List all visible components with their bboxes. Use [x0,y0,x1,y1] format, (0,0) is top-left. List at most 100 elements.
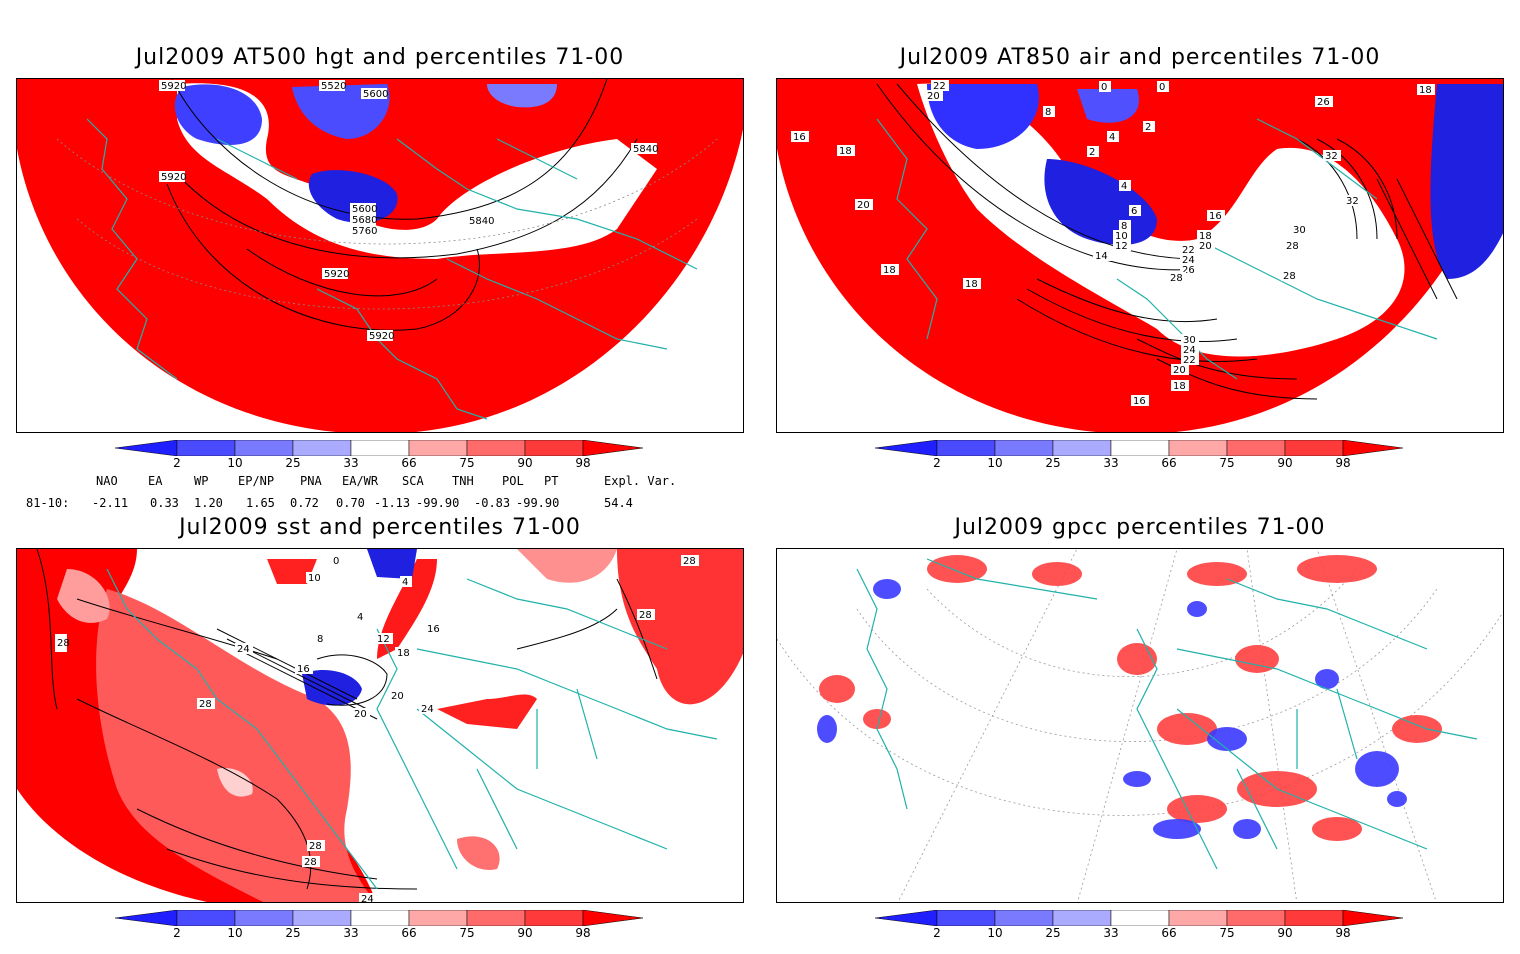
contour-label: 22 [933,81,946,92]
contour-label: 24 [237,644,250,655]
contour-label: 18 [839,146,852,157]
contour-label: 28 [309,841,322,852]
colorbar-label: 98 [1335,456,1351,470]
colorbar-swatches [875,440,1404,456]
contour-label: 2 [1089,147,1095,158]
panel-title: Jul2009 AT850 air and percentiles 71-00 [899,45,1381,70]
contour-label: 5920 [161,81,186,92]
index-value: -99.90 [416,496,460,510]
contour-label: 20 [1173,365,1186,376]
index-header: NAO [96,474,118,488]
colorbar-label: 66 [1161,456,1177,470]
contour-label: 20 [391,691,404,702]
index-header: WP [194,474,209,488]
contour-label: 20 [354,709,367,720]
contour-label: 28 [57,638,70,649]
colorbar-label: 75 [1219,926,1235,940]
contour-label: 28 [1170,273,1183,284]
contour-label: 12 [1115,241,1128,252]
contour-label: 0 [333,556,339,567]
map-hgt500: 5920 5520 5600 5840 5920 5600 5680 5760 … [17,79,743,432]
colorbar-swatches [115,440,644,456]
contour-label: 18 [883,265,896,276]
colorbar-label: 10 [987,456,1003,470]
colorbar-label: 66 [401,926,417,940]
colorbar-label: 33 [343,456,359,470]
map-panel-air850: 22 20 16 18 20 18 0 0 4 2 8 2 4 6 8 10 1… [776,78,1504,433]
contour-label: 30 [1293,225,1306,236]
colorbar-label: 75 [459,926,475,940]
contour-label: 5760 [352,226,377,237]
index-value: 0.33 [150,496,179,510]
map-panel-sst: 28 0 10 4 4 8 12 24 16 20 20 24 28 28 28… [16,548,744,903]
contour-label: 32 [1325,151,1338,162]
index-header: EA [148,474,163,488]
colorbar-label: 90 [1277,926,1293,940]
index-value: 54.4 [604,496,633,510]
contour-label: 5920 [324,269,349,280]
colorbar-label: 98 [575,926,591,940]
colorbar-label: 10 [227,456,243,470]
contour-label: 24 [421,704,434,715]
contour-label: 20 [857,200,870,211]
contour-label: 30 [1183,335,1196,346]
colorbar-label: 2 [933,926,941,940]
map-gpcc [777,549,1503,902]
contour-label: 16 [1209,211,1222,222]
colorbar-label: 2 [173,456,181,470]
index-value: 0.72 [290,496,319,510]
colorbar-label: 98 [1335,926,1351,940]
contour-label: 5600 [352,204,377,215]
contour-label: 6 [1131,206,1137,217]
contour-label: 8 [1121,221,1127,232]
colorbar-hgt500: 2 10 25 33 66 75 90 98 [115,440,645,484]
contour-label: 16 [427,624,440,635]
contour-label: 28 [304,857,317,868]
contour-label: 12 [377,634,390,645]
index-value: -2.11 [92,496,129,510]
contour-label: 18 [1199,231,1212,242]
index-value: -0.83 [474,496,511,510]
panel-title: Jul2009 AT500 hgt and percentiles 71-00 [135,45,625,70]
index-value: -99.90 [516,496,560,510]
colorbar-swatches [875,910,1404,926]
contour-label: 18 [965,279,978,290]
colorbar-swatches [115,910,644,926]
colorbar-label: 90 [517,926,533,940]
colorbar-label: 2 [173,926,181,940]
index-row-label: 81-10: [26,496,70,510]
contour-label: 10 [1115,231,1128,242]
contour-label: 4 [402,577,408,588]
index-value: 1.65 [246,496,275,510]
colorbar-label: 98 [575,456,591,470]
map-panel-gpcc [776,548,1504,903]
contour-label: 24 [361,894,374,903]
index-header: EA/WR [342,474,379,488]
contour-label: 20 [1199,241,1212,252]
index-header: Expl. Var. [604,474,677,488]
contour-label: 5920 [369,331,394,342]
contour-label: 16 [1133,396,1146,407]
colorbar-gpcc: 2 10 25 33 66 75 90 98 [875,910,1405,954]
colorbar-label: 25 [285,456,301,470]
contour-label: 26 [1182,265,1195,276]
colorbar-sst: 2 10 25 33 66 75 90 98 [115,910,645,954]
contour-label: 22 [1183,355,1196,366]
panel-title: Jul2009 sst and percentiles 71-00 [179,515,581,540]
colorbar-label: 75 [459,456,475,470]
contour-label: 16 [297,664,310,675]
colorbar-label: 66 [1161,926,1177,940]
index-header: PNA [300,474,322,488]
contour-label: 5920 [161,172,186,183]
colorbar-label: 33 [1103,456,1119,470]
contour-label: 2 [1145,122,1151,133]
contour-label: 8 [317,634,323,645]
map-air850: 22 20 16 18 20 18 0 0 4 2 8 2 4 6 8 10 1… [777,79,1503,432]
contour-label: 24 [1182,255,1195,266]
contour-label: 5680 [352,215,377,226]
contour-label: 26 [1317,97,1330,108]
index-header: POL [502,474,524,488]
index-table: NAO EA WP EP/NP PNA EA/WR SCA TNH POL PT… [0,474,760,514]
colorbar-air850: 2 10 25 33 66 75 90 98 [875,440,1405,484]
contour-label: 24 [1183,345,1196,356]
